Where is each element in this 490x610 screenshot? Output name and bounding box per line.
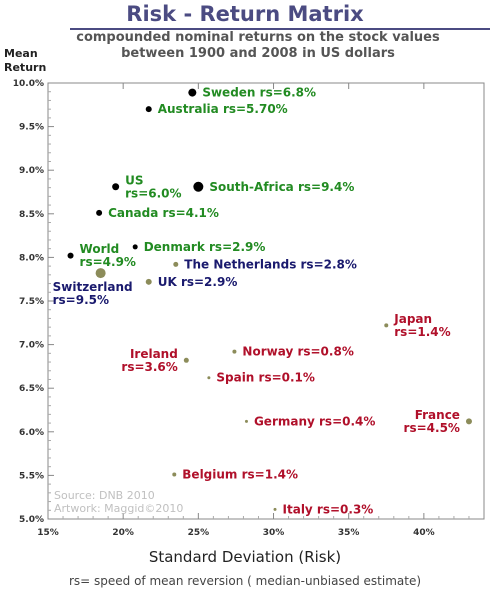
point-world — [67, 252, 74, 259]
title-underline — [70, 28, 490, 30]
label-us: US rs=6.0% — [125, 173, 181, 200]
label-line: Japan — [393, 312, 432, 326]
y-tick-label: 7.0% — [19, 341, 44, 351]
x-tick-label: 15% — [37, 528, 59, 538]
label-spain: Spain rs=0.1% — [216, 371, 315, 385]
data-points: Sweden rs=6.8% Australia rs=5.70% US rs=6.0… — [53, 86, 472, 516]
y-tick-label: 9.5% — [19, 123, 44, 133]
x-tick-label: 30% — [263, 528, 285, 538]
label-sweden: Sweden rs=6.8% — [202, 86, 316, 100]
label-line: Belgium rs=1.4% — [182, 468, 298, 482]
label-line: Denmark rs=2.9% — [144, 240, 266, 254]
label-canada: Canada rs=4.1% — [108, 206, 219, 220]
chart-subtitle-line-1: compounded nominal returns on the stock … — [76, 30, 440, 45]
label-line: Switzerland — [53, 280, 133, 294]
point-uk — [145, 278, 152, 285]
label-switzerland: Switzerland rs=9.5% — [53, 280, 133, 307]
y-tick-label: 7.5% — [19, 297, 44, 307]
label-italy: Italy rs=0.3% — [283, 502, 374, 516]
chart-footnote: rs= speed of mean reversion ( median-unb… — [68, 574, 422, 588]
label-line: Germany rs=0.4% — [254, 414, 375, 428]
source-line: Artwork: Maggid©2010 — [54, 502, 183, 515]
point-us — [112, 183, 120, 191]
label-line: rs=4.9% — [80, 255, 136, 269]
label-line: South-Africa rs=9.4% — [209, 180, 354, 194]
point-ireland — [183, 357, 189, 363]
label-the-netherlands: The Netherlands rs=2.8% — [184, 257, 357, 271]
label-line: US — [125, 173, 143, 187]
label-line: rs=3.6% — [121, 360, 177, 374]
point-germany — [244, 419, 248, 423]
label-ireland: Ireland rs=3.6% — [121, 347, 177, 374]
chart-title: Risk - Return Matrix — [126, 2, 364, 26]
label-line: The Netherlands rs=2.8% — [184, 257, 357, 271]
label-germany: Germany rs=0.4% — [254, 414, 375, 428]
point-denmark — [132, 244, 138, 250]
point-norway — [232, 349, 237, 354]
label-japan: Japan rs=1.4% — [393, 312, 450, 339]
x-tick-label: 20% — [112, 528, 134, 538]
label-line: rs=4.5% — [404, 421, 460, 435]
label-uk: UK rs=2.9% — [158, 275, 238, 289]
y-tick-label: 6.0% — [19, 428, 44, 438]
y-axis-label-line-2: Return — [4, 61, 47, 74]
label-line: Sweden rs=6.8% — [202, 86, 316, 100]
label-line: UK rs=2.9% — [158, 275, 238, 289]
y-tick-label: 9.0% — [19, 166, 44, 176]
label-norway: Norway rs=0.8% — [242, 345, 353, 359]
label-denmark: Denmark rs=2.9% — [144, 240, 266, 254]
x-tick-label: 25% — [188, 528, 210, 538]
x-tick-label: 35% — [338, 528, 360, 538]
point-italy — [273, 507, 277, 511]
point-australia — [145, 106, 152, 113]
x-axis-label: Standard Deviation (Risk) — [148, 548, 342, 566]
plot-area — [47, 82, 485, 520]
y-tick-label: 10.0% — [13, 79, 44, 89]
y-tick-label: 6.5% — [19, 384, 44, 394]
label-line: rs=1.4% — [394, 325, 450, 339]
point-france — [465, 418, 472, 425]
label-line: Italy rs=0.3% — [283, 502, 374, 516]
label-line: Norway rs=0.8% — [242, 345, 353, 359]
label-line: France — [415, 408, 460, 422]
label-line: Ireland — [130, 347, 178, 361]
y-tick-label: 5.5% — [19, 471, 44, 481]
label-france: France rs=4.5% — [404, 408, 460, 435]
label-australia: Australia rs=5.70% — [158, 102, 288, 116]
label-line: Australia rs=5.70% — [158, 102, 288, 116]
x-tick-label: 40% — [413, 528, 435, 538]
point-sweden — [188, 88, 197, 97]
label-belgium: Belgium rs=1.4% — [182, 468, 298, 482]
y-tick-label: 8.0% — [19, 253, 44, 263]
chart-subtitle-line-2: between 1900 and 2008 in US dollars — [121, 46, 395, 61]
point-belgium — [172, 472, 177, 477]
label-line: rs=9.5% — [53, 293, 109, 307]
point-spain — [207, 376, 211, 380]
point-switzerland — [95, 268, 106, 279]
y-tick-label: 8.5% — [19, 210, 44, 220]
source-line: Source: DNB 2010 — [54, 489, 155, 502]
grid-ticks — [47, 82, 470, 520]
label-line: Canada rs=4.1% — [108, 206, 219, 220]
y-axis-label-line-1: Mean — [4, 47, 38, 60]
label-south-africa: South-Africa rs=9.4% — [209, 180, 354, 194]
point-japan — [384, 323, 389, 328]
label-line: Spain rs=0.1% — [216, 371, 315, 385]
label-line: rs=6.0% — [125, 186, 181, 200]
point-the-netherlands — [173, 261, 179, 267]
label-line: World — [80, 242, 120, 256]
label-world: World rs=4.9% — [80, 242, 136, 269]
point-canada — [96, 209, 103, 216]
y-tick-label: 5.0% — [19, 515, 44, 525]
point-south-africa — [193, 181, 204, 192]
axis-tick-labels: 5.0% 5.5% 6.0% 6.5% 7.0% 7.5% 8.0% 8.5% 9.0% 9.5%… — [13, 79, 435, 538]
